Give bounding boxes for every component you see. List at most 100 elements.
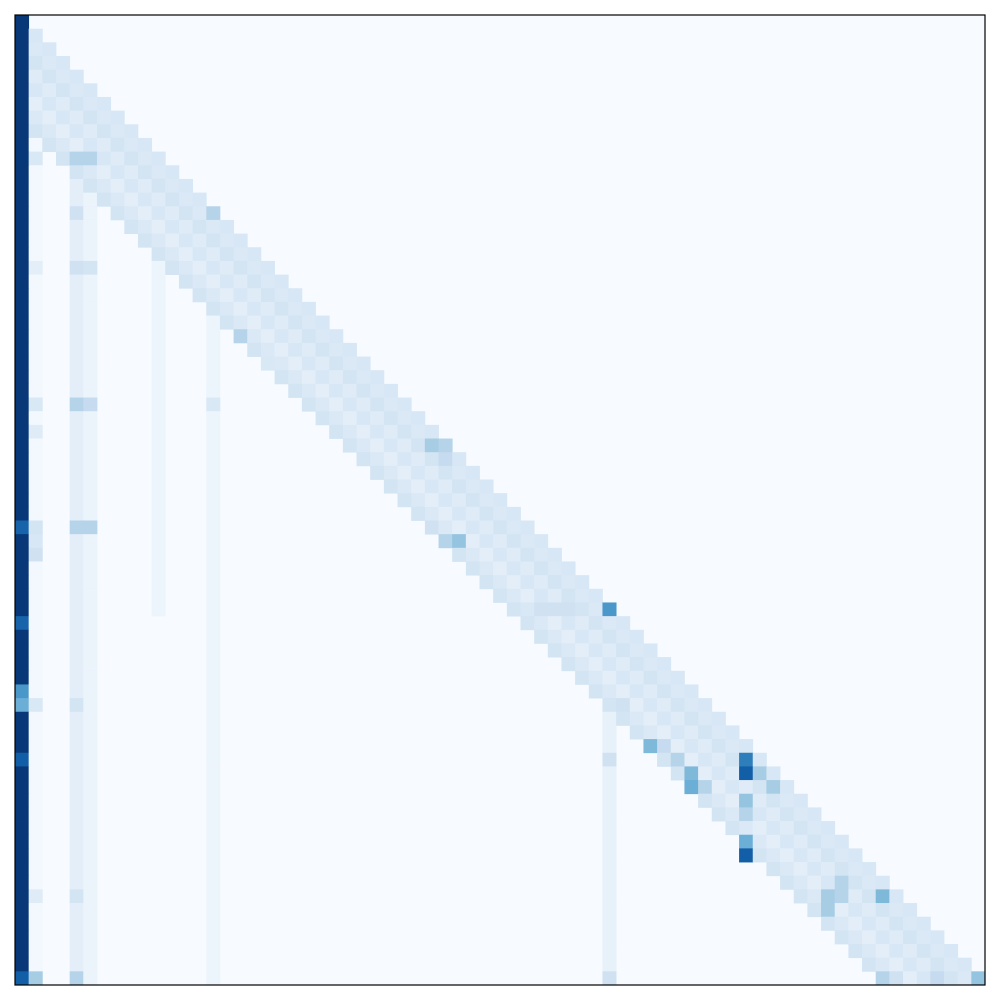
heatmap-cell <box>903 957 918 972</box>
heatmap-cell <box>15 110 30 125</box>
heatmap-cell <box>875 875 890 890</box>
heatmap-cell <box>889 916 904 931</box>
heatmap-cell <box>192 260 207 275</box>
heatmap-cell <box>15 96 30 112</box>
heatmap-cell <box>493 520 508 535</box>
heatmap-cell <box>329 411 344 426</box>
heatmap-cell <box>206 479 221 494</box>
heatmap-cell <box>28 944 43 959</box>
heatmap-cell <box>219 219 234 234</box>
heatmap-cell <box>807 848 822 863</box>
heatmap-cell <box>479 561 494 576</box>
heatmap-cell <box>575 588 590 603</box>
heatmap-cell <box>83 260 98 275</box>
heatmap-cell <box>206 780 221 795</box>
heatmap-cell <box>42 124 57 139</box>
heatmap-cell <box>643 725 658 740</box>
heatmap-cells <box>15 15 986 986</box>
heatmap-cell <box>15 971 30 986</box>
heatmap-cell <box>370 452 385 467</box>
heatmap-cell <box>206 602 221 617</box>
heatmap-cell <box>151 588 166 603</box>
heatmap-cell <box>124 192 139 207</box>
heatmap-cell <box>206 315 221 330</box>
heatmap-cell <box>83 165 98 180</box>
heatmap-cell <box>602 957 617 972</box>
heatmap-cell <box>15 233 30 248</box>
heatmap-cell <box>206 206 221 221</box>
heatmap-cell <box>342 383 357 398</box>
heatmap-cell <box>807 821 822 836</box>
heatmap-cell <box>151 452 166 467</box>
heatmap-cell <box>28 452 43 467</box>
heatmap-cell <box>424 479 439 494</box>
heatmap-cell <box>342 342 357 357</box>
heatmap-cell <box>561 561 576 576</box>
heatmap-cell <box>834 889 849 904</box>
heatmap-cell <box>151 534 166 549</box>
heatmap-cell <box>69 643 84 658</box>
heatmap-cell <box>69 301 84 316</box>
heatmap-cell <box>206 383 221 398</box>
heatmap-cell <box>807 862 822 877</box>
heatmap-cell <box>534 588 549 603</box>
heatmap-cell <box>698 739 713 754</box>
heatmap-cell <box>83 315 98 330</box>
heatmap-cell <box>479 493 494 508</box>
heatmap-cell <box>739 766 754 781</box>
heatmap-cell <box>670 752 685 767</box>
heatmap-cell <box>206 930 221 945</box>
heatmap-cell <box>903 930 918 945</box>
heatmap-cell <box>28 711 43 726</box>
heatmap-cell <box>83 274 98 289</box>
heatmap-cell <box>821 834 836 849</box>
heatmap-cell <box>233 288 248 303</box>
heatmap-cell <box>588 588 603 603</box>
heatmap-cell <box>875 916 890 931</box>
heatmap-cell <box>83 807 98 822</box>
heatmap-cell <box>206 643 221 658</box>
heatmap-cell <box>15 137 30 153</box>
heatmap-cell <box>957 957 972 972</box>
heatmap-cell <box>69 178 84 193</box>
heatmap-cell <box>260 356 275 371</box>
heatmap-cell <box>83 83 98 98</box>
heatmap-cell <box>547 643 562 658</box>
heatmap-cell <box>206 534 221 549</box>
heatmap-cell <box>15 793 30 808</box>
heatmap-cell <box>69 165 84 180</box>
heatmap-cell <box>793 834 808 849</box>
heatmap-cell <box>739 752 754 767</box>
heatmap-cell <box>438 479 453 494</box>
heatmap-cell <box>206 657 221 672</box>
heatmap-cell <box>698 698 713 713</box>
heatmap-cell <box>370 397 385 412</box>
heatmap-cell <box>206 493 221 508</box>
heatmap-cell <box>780 834 795 849</box>
heatmap-cell <box>930 944 945 959</box>
heatmap-cell <box>83 766 98 781</box>
heatmap-cell <box>397 397 412 412</box>
heatmap-cell <box>28 575 43 590</box>
heatmap-cell <box>862 903 877 918</box>
heatmap-cell <box>206 233 221 248</box>
heatmap-cell <box>739 807 754 822</box>
heatmap-cell <box>69 520 84 535</box>
heatmap-cell <box>793 862 808 877</box>
heatmap-cell <box>28 643 43 658</box>
heatmap-cell <box>83 616 98 631</box>
heatmap-cell <box>725 821 740 836</box>
heatmap-cell <box>28 247 43 262</box>
heatmap-cell <box>151 493 166 508</box>
heatmap-cell <box>670 670 685 685</box>
heatmap-cell <box>28 698 43 713</box>
heatmap-cell <box>83 356 98 371</box>
heatmap-cell <box>15 629 30 644</box>
heatmap-cell <box>383 397 398 412</box>
heatmap-cell <box>315 342 330 357</box>
heatmap-cell <box>479 479 494 494</box>
heatmap-cell <box>69 793 84 808</box>
heatmap-cell <box>438 520 453 535</box>
heatmap-cell <box>28 219 43 234</box>
heatmap-cell <box>206 547 221 562</box>
